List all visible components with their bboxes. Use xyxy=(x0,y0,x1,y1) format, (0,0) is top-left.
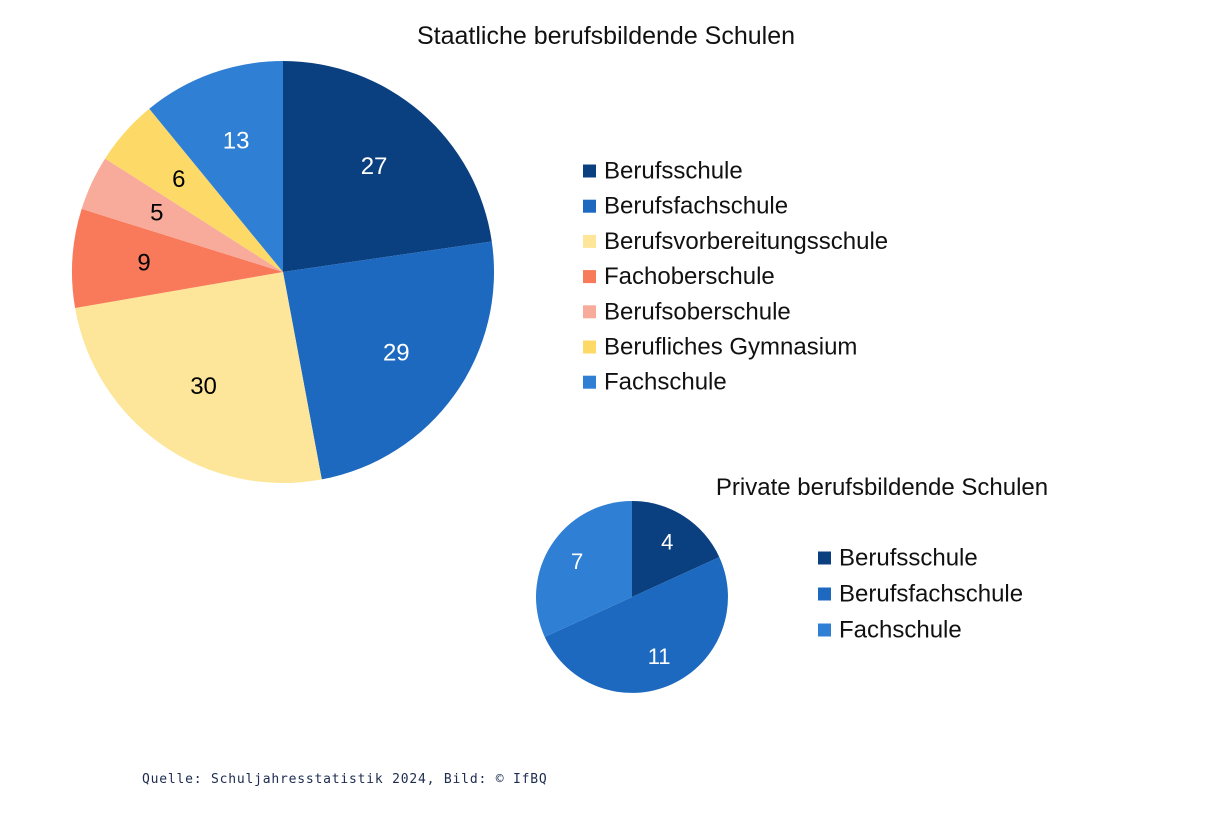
pie-slice-berufsfachschule xyxy=(544,557,728,693)
legend-label: Berufliches Gymnasium xyxy=(604,334,857,361)
slice-value-label: 29 xyxy=(383,339,410,366)
slice-value-label: 5 xyxy=(150,200,163,227)
legend-label: Fachoberschule xyxy=(604,263,775,290)
pie-slice-berufsschule xyxy=(283,61,492,272)
slice-value-label: 11 xyxy=(648,644,671,669)
legend-swatch xyxy=(583,199,596,213)
slice-value-label: 7 xyxy=(571,549,583,574)
pie-slice-berufliches-gymnasium xyxy=(105,108,283,272)
slice-value-label: 9 xyxy=(137,249,150,276)
legend-swatch xyxy=(583,164,596,178)
pie-slice-fachschule xyxy=(536,501,632,637)
legend-label: Berufsvorbereitungsschule xyxy=(604,228,888,255)
pie-slice-fachschule xyxy=(149,61,283,272)
slice-value-label: 6 xyxy=(172,166,185,193)
chart-title: Private berufsbildende Schulen xyxy=(716,474,1048,501)
legend-swatch xyxy=(583,305,596,319)
legend-swatch xyxy=(583,270,596,284)
slice-value-label: 30 xyxy=(190,373,217,400)
legend-swatch xyxy=(818,587,831,601)
legend-label: Berufsschule xyxy=(839,545,978,572)
legend-swatch xyxy=(818,551,831,565)
pie-slice-berufsvorbereitungsschule xyxy=(75,272,322,484)
slice-value-label: 4 xyxy=(661,530,673,555)
legend-swatch xyxy=(583,375,596,389)
legend-label: Berufsoberschule xyxy=(604,298,791,325)
legend-label: Fachschule xyxy=(839,617,962,644)
legend-label: Fachschule xyxy=(604,369,727,396)
legend-swatch xyxy=(583,234,596,248)
legend-label: Berufsschule xyxy=(604,158,743,185)
chart-title: Staatliche berufsbildende Schulen xyxy=(417,22,795,50)
legend-swatch xyxy=(818,623,831,637)
pie-slice-fachoberschule xyxy=(71,208,283,309)
pie-slice-berufsoberschule xyxy=(81,158,283,272)
pie-slice-berufsfachschule xyxy=(283,241,494,480)
pie-chart-2: Private berufsbildende Schulen 4 11 7 Berufs… xyxy=(536,474,1048,693)
legend-label: Berufsfachschule xyxy=(839,581,1023,608)
slice-value-label: 13 xyxy=(223,127,250,154)
legend-swatch xyxy=(583,340,596,354)
legend-label: Berufsfachschule xyxy=(604,193,788,220)
source-caption: Quelle: Schuljahresstatistik 2024, Bild:… xyxy=(142,772,548,787)
pie-chart-1: Staatliche berufsbildende Schulen 27 29 30 9… xyxy=(71,22,888,484)
slice-value-label: 27 xyxy=(361,153,388,180)
pie-slice-berufsschule xyxy=(632,501,720,597)
